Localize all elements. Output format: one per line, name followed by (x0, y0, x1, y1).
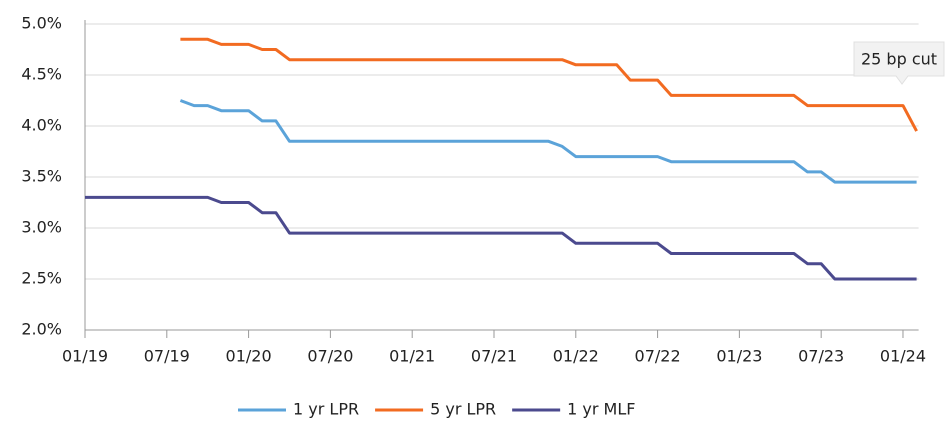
x-tick-label: 01/19 (62, 347, 108, 366)
annotation: 25 bp cut (861, 50, 937, 69)
x-tick-label: 01/24 (880, 347, 926, 366)
x-tick-label: 07/21 (471, 347, 517, 366)
x-tick-label: 01/23 (716, 347, 762, 366)
y-tick-label: 5.0% (21, 14, 62, 33)
y-tick-label: 4.5% (21, 65, 62, 84)
x-tick-label: 01/21 (389, 347, 435, 366)
annotation-box (853, 41, 945, 85)
x-tick-label: 07/20 (307, 347, 353, 366)
legend-label: 5 yr LPR (430, 400, 496, 419)
x-tick-label: 07/23 (798, 347, 844, 366)
y-tick-label: 2.0% (21, 320, 62, 339)
series-line (85, 195, 917, 281)
y-tick-label: 3.5% (21, 167, 62, 186)
x-tick-label: 07/19 (144, 347, 190, 366)
x-tick-label: 07/22 (635, 347, 681, 366)
x-tick-label: 01/20 (226, 347, 272, 366)
y-tick-label: 2.5% (21, 269, 62, 288)
y-tick-label: 3.0% (21, 218, 62, 237)
legend-label: 1 yr LPR (293, 400, 359, 419)
y-tick-label: 4.0% (21, 116, 62, 135)
legend-label: 1 yr MLF (567, 400, 635, 419)
x-tick-label: 01/22 (553, 347, 599, 366)
series-line (180, 37, 918, 132)
series-line (179, 99, 917, 184)
